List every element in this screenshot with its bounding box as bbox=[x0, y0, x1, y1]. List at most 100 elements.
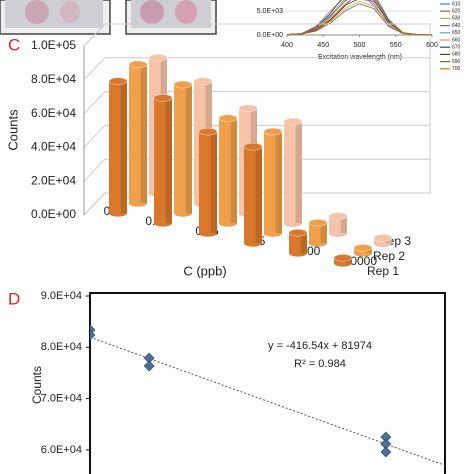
bar bbox=[283, 117, 303, 227]
y-tick-label: 6.0E+04 bbox=[31, 106, 76, 120]
bar-body bbox=[309, 222, 327, 243]
legend-label: 660 bbox=[452, 37, 461, 43]
bar bbox=[333, 254, 353, 267]
panel-label: D bbox=[8, 289, 20, 308]
legend-label: 630 bbox=[452, 16, 461, 22]
legend-label: 610 bbox=[452, 1, 461, 7]
bar bbox=[218, 114, 238, 227]
y-tick-label: 0.0E+00 bbox=[257, 32, 283, 39]
bar-top bbox=[283, 117, 303, 126]
annotation: R² = 0.984 bbox=[294, 358, 346, 370]
x-tick-label: 400 bbox=[281, 42, 293, 49]
legend-label: 640 bbox=[452, 23, 461, 29]
bar-top bbox=[333, 254, 353, 262]
grid-line bbox=[83, 192, 430, 216]
photo-strip bbox=[0, 0, 217, 35]
plot bbox=[90, 324, 445, 466]
bar bbox=[353, 244, 373, 257]
series-line bbox=[287, 3, 432, 36]
x-tick-label: 550 bbox=[390, 42, 402, 49]
bar-body bbox=[154, 97, 172, 223]
point bbox=[90, 329, 96, 341]
bar bbox=[108, 77, 128, 217]
bar-shade bbox=[140, 64, 147, 203]
y-axis-title: Counts bbox=[30, 366, 44, 404]
bar bbox=[373, 234, 393, 247]
legend-label: 670 bbox=[452, 45, 461, 51]
y-tick-label: 9.0E+04 bbox=[41, 290, 82, 302]
bar bbox=[328, 212, 348, 237]
x-tick-label: 450 bbox=[317, 42, 329, 49]
bar-shade bbox=[185, 84, 192, 213]
bar bbox=[288, 228, 308, 257]
bar bbox=[128, 60, 148, 207]
bar-top bbox=[193, 77, 213, 86]
y-tick-label: 4.0E+04 bbox=[31, 140, 76, 154]
y-tick-label: 7.0E+04 bbox=[41, 393, 82, 405]
bar-top bbox=[373, 234, 393, 242]
bar-body bbox=[244, 146, 262, 243]
bar-shade bbox=[255, 146, 262, 243]
y-tick-label: 5.0E+03 bbox=[257, 8, 283, 15]
trendline bbox=[90, 336, 445, 466]
y-tick-label: 8.0E+04 bbox=[31, 72, 76, 86]
grid-line bbox=[83, 124, 430, 148]
plot-frame bbox=[89, 292, 446, 474]
bar-shade bbox=[320, 222, 327, 243]
grid-line bbox=[83, 158, 430, 182]
bar-shade bbox=[295, 121, 302, 223]
bar bbox=[153, 94, 173, 227]
series-line bbox=[287, 0, 432, 36]
bar bbox=[243, 142, 263, 247]
x-tick-label: 0 bbox=[104, 204, 111, 218]
bar-top bbox=[263, 127, 283, 136]
bar-top bbox=[288, 228, 308, 237]
legend-label: 650 bbox=[452, 30, 461, 36]
bar-top bbox=[108, 77, 128, 86]
bar-shade bbox=[120, 81, 127, 214]
y-tick-label: 0.0E+00 bbox=[31, 207, 76, 221]
bar-body bbox=[174, 84, 192, 213]
bar-body bbox=[329, 216, 347, 233]
bar-top bbox=[153, 94, 173, 102]
bar-shade bbox=[300, 232, 307, 253]
bar-top bbox=[148, 53, 168, 62]
bar-top bbox=[128, 60, 148, 69]
grid-line bbox=[83, 57, 430, 81]
bar-shade bbox=[210, 131, 217, 233]
bar-top bbox=[173, 80, 193, 89]
point bbox=[143, 360, 155, 372]
bar-top bbox=[243, 142, 263, 151]
y-tick-label: 6.0E+04 bbox=[41, 444, 82, 456]
legend-label: 700 bbox=[452, 66, 461, 72]
bar-top bbox=[308, 218, 328, 227]
bar bbox=[198, 127, 218, 237]
legend-label: 680 bbox=[452, 52, 461, 58]
y-tick-label: 2.0E+04 bbox=[31, 173, 76, 187]
bar-body bbox=[219, 118, 237, 223]
lines bbox=[287, 0, 432, 36]
bar bbox=[263, 127, 283, 237]
point bbox=[380, 446, 392, 458]
x-axis-title: C (ppb) bbox=[183, 263, 226, 278]
bar-body bbox=[199, 131, 217, 233]
y-tick-label: 8.0E+04 bbox=[41, 341, 82, 353]
series-line bbox=[287, 0, 432, 36]
bar-shade bbox=[165, 97, 172, 223]
bar-shade bbox=[340, 216, 347, 233]
x-tick-label: 600 bbox=[426, 42, 438, 49]
y-axis-title: Counts bbox=[5, 109, 20, 151]
legend-label: Rep 1 bbox=[367, 264, 399, 278]
bar-top bbox=[238, 104, 258, 113]
bar-body bbox=[289, 232, 307, 253]
panel-label: C bbox=[8, 35, 20, 54]
bar-body bbox=[109, 81, 127, 214]
grid-line bbox=[83, 91, 430, 114]
legend-label: 620 bbox=[452, 9, 461, 15]
bar-body bbox=[264, 131, 282, 233]
y-tick-label: 1.0E+05 bbox=[31, 38, 76, 52]
bar-body bbox=[129, 64, 147, 203]
bar bbox=[173, 80, 193, 217]
annotation: y = -416.54x + 81974 bbox=[268, 340, 372, 352]
